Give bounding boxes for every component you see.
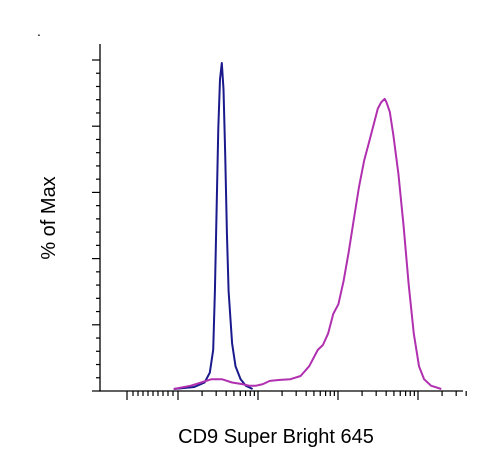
series-layer <box>173 62 442 390</box>
y-axis-ticks <box>92 59 100 392</box>
histogram-series-1-line <box>173 62 254 390</box>
x-axis-label: CD9 Super Bright 645 <box>178 426 374 448</box>
y-axis-label: % of Max <box>38 176 60 259</box>
x-axis-ticks <box>126 391 467 400</box>
stray-dot: . <box>37 23 41 39</box>
axes <box>92 44 467 400</box>
histogram-series-2-line <box>173 97 442 390</box>
